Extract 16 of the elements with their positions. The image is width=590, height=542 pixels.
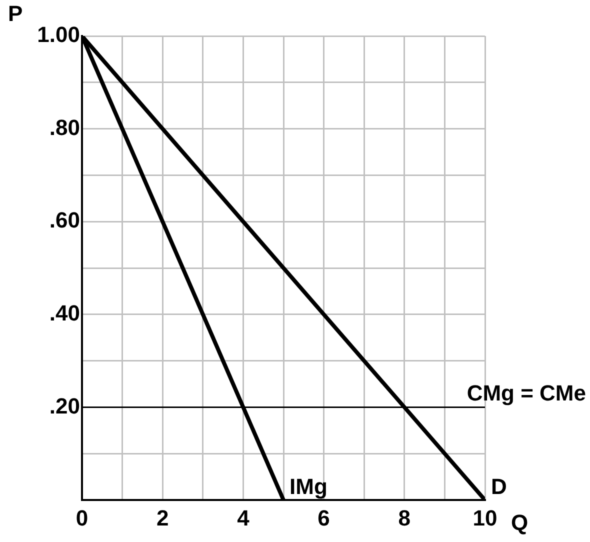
ref-line-label: CMg = CMe [466, 380, 586, 406]
y-tick-label: 1.00 [37, 22, 80, 48]
x-axis-title: Q [511, 510, 528, 536]
x-tick-label: 4 [237, 505, 250, 530]
y-tick-label: .60 [49, 208, 80, 233]
x-tick-label: 0 [76, 505, 88, 530]
y-tick-label: .40 [49, 300, 80, 326]
x-tick-label: 6 [318, 505, 330, 530]
series-label: D [491, 474, 507, 500]
x-tick-label: 8 [398, 505, 411, 530]
series-label: IMg [290, 474, 328, 500]
y-tick-label: .80 [49, 114, 80, 140]
y-tick-label: .20 [49, 393, 80, 418]
y-axis-title: P [8, 1, 23, 26]
x-tick-label: 10 [472, 505, 498, 530]
x-tick-label: 2 [156, 505, 169, 530]
